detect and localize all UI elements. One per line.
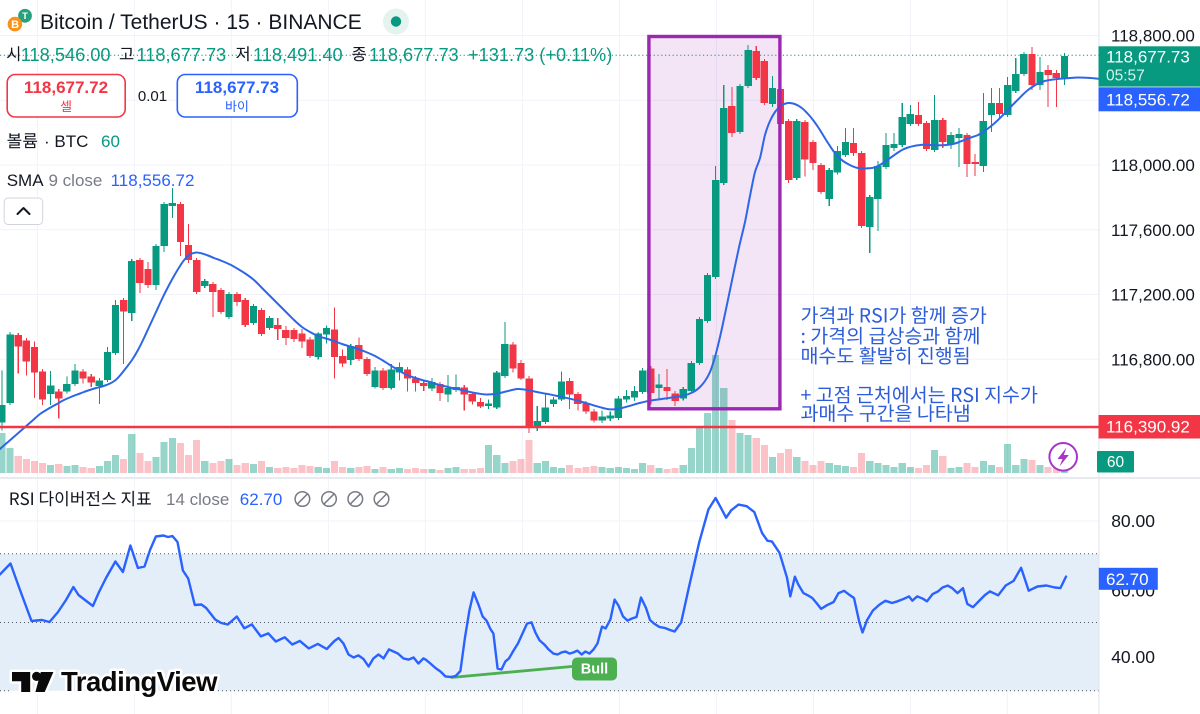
svg-text:116,800.00: 116,800.00 [1111,350,1195,369]
svg-text:117,200.00: 117,200.00 [1111,286,1195,305]
svg-text:TradingView: TradingView [61,666,218,697]
svg-text:TradingView: TradingView [61,666,218,697]
svg-text:60: 60 [101,132,120,151]
svg-text:118,677.73: 118,677.73 [1106,48,1190,67]
svg-text:0.01: 0.01 [138,88,167,105]
svg-text:118,000.00: 118,000.00 [1111,156,1195,175]
svg-text:40.00: 40.00 [1111,647,1155,667]
svg-text:62.70: 62.70 [240,490,283,509]
svg-text:62.70: 62.70 [1106,570,1149,589]
svg-text:118,491.40: 118,491.40 [253,45,343,65]
svg-text:9 close: 9 close [49,171,103,190]
svg-text:117,600.00: 117,600.00 [1111,221,1195,240]
svg-text:118,677.72: 118,677.72 [24,78,108,97]
svg-text:B: B [11,19,19,31]
svg-text:+131.73 (+0.11%): +131.73 (+0.11%) [468,45,612,65]
svg-text:Bull: Bull [581,662,608,678]
svg-text:118,677.73: 118,677.73 [137,45,227,65]
svg-text:118,556.72: 118,556.72 [111,171,195,190]
svg-text:60: 60 [1107,454,1125,471]
svg-text:14 close: 14 close [166,490,229,509]
svg-text:118,677.73: 118,677.73 [369,45,459,65]
svg-text:118,677.73: 118,677.73 [195,78,279,97]
svg-text:SMA: SMA [7,171,45,190]
svg-text:118,546.00: 118,546.00 [21,45,111,65]
svg-text:T: T [22,11,28,22]
svg-text:· BTC: · BTC [44,132,88,151]
svg-text:Bitcoin / TetherUS · 15 · BINA: Bitcoin / TetherUS · 15 · BINANCE [40,11,362,34]
svg-text:118,800.00: 118,800.00 [1111,27,1195,46]
svg-text:80.00: 80.00 [1111,511,1155,531]
svg-text:118,556.72: 118,556.72 [1106,90,1190,109]
svg-text:05:57: 05:57 [1106,68,1145,85]
svg-text:116,390.92: 116,390.92 [1106,418,1190,437]
